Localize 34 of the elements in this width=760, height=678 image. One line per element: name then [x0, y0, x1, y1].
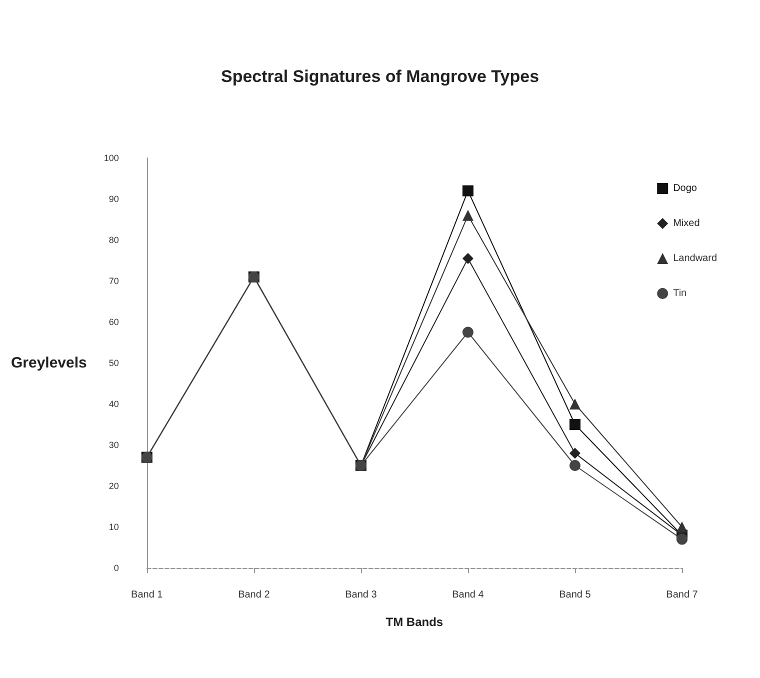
y-tick-label: 0 [114, 563, 119, 573]
legend-label: Mixed [673, 218, 700, 229]
point [462, 252, 474, 264]
point [462, 210, 474, 221]
point [676, 522, 688, 532]
point [569, 460, 580, 471]
y-tick-label: 80 [108, 235, 119, 245]
y-tick-label: 60 [108, 317, 119, 327]
point [462, 326, 474, 338]
x-axis-title: TM Bands [386, 615, 444, 629]
y-tick-label: 10 [108, 522, 119, 532]
x-tick-label: Band 7 [666, 590, 698, 600]
y-tick-label: 70 [108, 276, 119, 286]
legend-label: Landward [673, 253, 717, 264]
point [569, 419, 580, 430]
y-tick-label: 40 [108, 399, 119, 409]
x-tick-label: Band 1 [131, 590, 164, 600]
x-tick-label: Band 5 [559, 590, 592, 600]
x-tick-label: Band 3 [345, 590, 378, 600]
y-tick-label: 30 [108, 440, 119, 450]
x-tick-label: Band 4 [452, 590, 484, 600]
x-tick-label: Band 2 [238, 590, 270, 600]
y-tick-label: 50 [108, 358, 119, 368]
point [569, 398, 580, 410]
point [676, 534, 688, 545]
legend-label: Dogo [673, 183, 698, 194]
legend-label: Tin [673, 288, 687, 299]
y-tick-label: 100 [104, 153, 119, 163]
y-axis-title: Greylevels [10, 354, 87, 372]
point [462, 185, 474, 196]
y-tick-label: 20 [108, 481, 119, 491]
y-tick-label: 90 [108, 194, 119, 204]
point [569, 448, 580, 459]
chart-title: Spectral Signatures of Mangrove Types [220, 67, 540, 86]
